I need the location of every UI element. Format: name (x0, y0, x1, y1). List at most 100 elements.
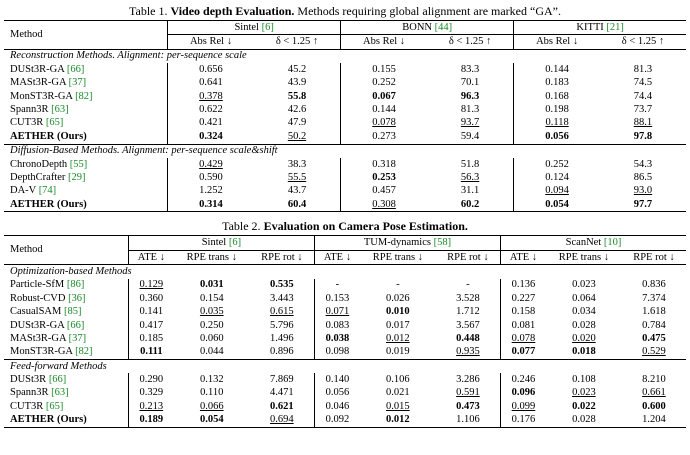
value-cell: 0.227 (500, 292, 546, 306)
metric-header: ATE ↓ (313, 250, 360, 265)
value-cell: 0.092 (313, 413, 360, 428)
value-cell: 0.656 (167, 63, 254, 77)
value-cell: 0.324 (167, 130, 254, 145)
value-cell: 0.896 (270, 346, 294, 358)
data-row: MASt3R-GA [37] 0.641 43.9 0.252 70.1 0.183 74.… (4, 76, 686, 90)
method-cell: AETHER (Ours) (10, 130, 87, 142)
data-row: DUSt3R-GA [66] 0.417 0.250 5.796 0.083 0.017 3… (4, 318, 686, 333)
value-cell: 0.018 (572, 346, 596, 358)
caption: Table 1. Video depth Evaluation. Methods… (0, 3, 690, 20)
metric-header: RPE rot ↓ (633, 251, 675, 263)
method-cell: MASt3R-GA [37] (10, 332, 87, 344)
column-header: Method (4, 235, 129, 265)
value-cell: 1.106 (435, 413, 501, 428)
method-cell: Particle-SfM [86] (10, 279, 85, 291)
value-cell: 4.471 (270, 387, 294, 399)
column-header: Method (4, 20, 168, 50)
section-title: Diffusion-Based Methods. Alignment: per-… (4, 143, 686, 158)
method-cell: CUT3R [65] (10, 117, 64, 129)
data-row: Robust-CVD [36] 0.360 0.154 3.443 0.153 0.026… (4, 292, 686, 306)
value-cell: 56.3 (460, 171, 480, 183)
data-row: CUT3R [65] 0.213 0.066 0.621 0.046 0.015 0.473… (4, 400, 686, 414)
value-cell: 38.3 (287, 158, 307, 170)
method-cell: DepthCrafter [29] (10, 171, 86, 183)
value-cell: 1.618 (642, 306, 666, 318)
value-cell: 0.111 (127, 345, 174, 360)
value-cell: 1.712 (456, 306, 480, 318)
data-row: MonST3R-GA [82] 0.378 55.8 0.067 96.3 0.168 74… (4, 89, 686, 104)
value-cell: 74.5 (633, 77, 653, 89)
value-cell: 0.176 (500, 413, 546, 428)
value-cell: 0.098 (313, 345, 360, 360)
value-cell: 45.2 (287, 63, 307, 75)
method-cell: Robust-CVD [36] (10, 292, 86, 304)
value-cell: 0.213 (127, 400, 174, 414)
metric-header: δ < 1.25 ↑ (275, 36, 319, 48)
value-cell: 81.3 (633, 63, 653, 75)
metric-header: δ < 1.25 ↑ (448, 36, 492, 48)
value-cell: - (466, 279, 470, 291)
value-cell: 42.6 (287, 104, 307, 116)
value-cell: 0.129 (127, 278, 174, 293)
data-row: DUSt3R [66] 0.290 0.132 7.869 0.140 0.106 3.28… (4, 373, 686, 387)
value-cell: 0.621 (270, 400, 294, 412)
group-header: BONN [44] (340, 19, 514, 36)
value-cell: 54.3 (633, 158, 653, 170)
value-cell: 0.066 (199, 400, 224, 412)
value-cell: 86.5 (633, 171, 653, 183)
value-cell: 0.641 (167, 76, 254, 90)
value-cell: 0.081 (500, 318, 546, 333)
value-cell: 0.096 (500, 386, 546, 401)
data-row: Spann3R [63] 0.329 0.110 4.471 0.056 0.021 0.5… (4, 386, 686, 401)
data-row: DUSt3R-GA [66] 0.656 45.2 0.155 83.3 0.144 81.… (4, 63, 686, 77)
metric-header: Abs Rel ↓ (340, 34, 427, 50)
value-cell: - (313, 278, 360, 293)
value-cell: 0.136 (500, 278, 546, 293)
caption: Table 2. Evaluation on Camera Pose Estim… (0, 218, 690, 235)
value-cell: 55.8 (287, 90, 307, 102)
value-cell: 70.1 (460, 77, 480, 89)
header-row: ATE ↓ RPE trans ↓ RPE rot ↓ ATE ↓ RPE trans … (4, 250, 686, 265)
caption-label: Table 1. (129, 4, 168, 18)
value-cell: 0.099 (500, 400, 546, 414)
value-cell: 8.210 (642, 374, 666, 386)
data-row: ChronoDepth [55] 0.429 38.3 0.318 51.8 0.252 5… (4, 157, 686, 172)
value-cell: 0.023 (572, 279, 596, 291)
data-row: AETHER (Ours) 0.314 60.4 0.308 60.2 0.054 97.7 (4, 198, 686, 213)
data-row: CasualSAM [85] 0.141 0.035 0.615 0.071 0.010 1… (4, 305, 686, 319)
value-cell: 0.622 (167, 103, 254, 117)
value-cell: 3.443 (270, 292, 294, 304)
value-cell: 0.031 (199, 279, 224, 291)
value-cell: 50.2 (287, 130, 307, 142)
value-cell: 0.475 (642, 332, 666, 344)
value-cell: 0.661 (642, 387, 666, 399)
value-cell: 7.374 (642, 292, 666, 304)
group-header: ScanNet [10] (500, 235, 686, 251)
method-cell: ChronoDepth [55] (10, 158, 88, 170)
value-cell: 0.935 (456, 346, 480, 358)
method-cell: MonST3R-GA [82] (10, 346, 93, 358)
method-cell: DA-V [74] (10, 185, 57, 197)
value-cell: 0.046 (313, 400, 360, 414)
value-cell: 81.3 (460, 104, 480, 116)
value-cell: 0.038 (313, 332, 360, 346)
metric-header: Abs Rel ↓ (167, 34, 254, 50)
section-row: Optimization-based Methods (4, 264, 686, 279)
value-cell: 0.529 (642, 346, 666, 358)
method-cell: DUSt3R-GA [66] (10, 63, 85, 75)
value-cell: 0.110 (200, 387, 224, 399)
value-cell: 0.144 (513, 63, 600, 77)
value-cell: 0.140 (313, 373, 360, 387)
value-cell: 31.1 (460, 185, 480, 197)
value-cell: 59.4 (460, 130, 480, 142)
value-cell: 5.796 (270, 319, 294, 331)
value-cell: 0.590 (167, 171, 254, 185)
method-cell: DUSt3R [66] (10, 374, 67, 386)
value-cell: 0.108 (572, 374, 596, 386)
value-cell: 0.132 (199, 374, 224, 386)
metric-header: δ < 1.25 ↑ (621, 36, 665, 48)
value-cell: 3.286 (456, 374, 480, 386)
value-cell: 0.028 (572, 319, 596, 331)
value-cell: 0.535 (270, 279, 294, 291)
section-title: Feed-forward Methods (4, 358, 686, 374)
